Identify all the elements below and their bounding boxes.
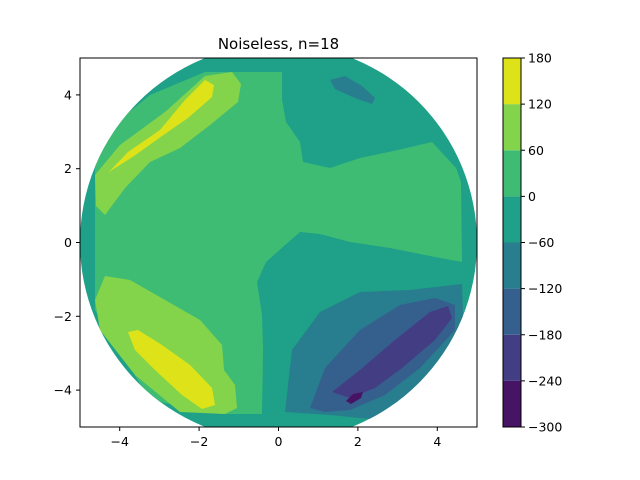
colorbar-tick-label: 0 — [528, 189, 536, 204]
colorbar-tick-label: −300 — [528, 420, 562, 435]
x-tick-label: 0 — [275, 434, 283, 449]
colorbar-segment — [503, 196, 521, 243]
chart-title: Noiseless, n=18 — [218, 35, 339, 53]
y-tick-label: 0 — [64, 235, 72, 250]
colorbar-segment — [503, 150, 521, 197]
x-tick-label: 2 — [354, 434, 362, 449]
y-tick-label: 4 — [64, 87, 72, 102]
x-tick-label: −4 — [110, 434, 128, 449]
colorbar-segment — [503, 242, 521, 289]
x-tick-label: −2 — [190, 434, 208, 449]
colorbar-tick-label: −120 — [528, 281, 562, 296]
plot-area — [80, 58, 477, 427]
y-tick-label: 2 — [64, 161, 72, 176]
colorbar-tick-label: −180 — [528, 327, 562, 342]
colorbar: −300 −240 −180 −120 −60 0 60 120 180 — [502, 51, 562, 435]
x-tick-label: 4 — [433, 434, 441, 449]
y-axis: −4 −2 0 2 4 — [54, 87, 80, 398]
colorbar-segment — [503, 58, 521, 105]
contour-region-neg240-neg180 — [332, 306, 452, 398]
contour-region-120-180-upper-left — [108, 80, 214, 173]
contour-region-60-120-upper-left — [95, 72, 241, 215]
y-tick-label: −4 — [54, 383, 72, 398]
y-tick-label: −2 — [54, 309, 72, 324]
colorbar-segment — [503, 104, 521, 151]
colorbar-tick-label: 120 — [528, 97, 552, 112]
colorbar-segment — [503, 380, 521, 427]
contour-region-neg300-neg240 — [346, 392, 363, 404]
colorbar-tick-label: −60 — [528, 235, 554, 250]
contour-fill — [80, 58, 477, 427]
contour-region-120-180-lower-left — [128, 330, 215, 409]
colorbar-tick-label: 60 — [528, 143, 544, 158]
colorbar-tick-label: −240 — [528, 373, 562, 388]
colorbar-tick-label: 180 — [528, 51, 552, 66]
colorbar-segment — [503, 334, 521, 381]
colorbar-segment — [503, 288, 521, 335]
contour-region-neg120-neg60-upper-right — [330, 76, 375, 104]
x-axis: −4 −2 0 2 4 — [110, 427, 441, 449]
